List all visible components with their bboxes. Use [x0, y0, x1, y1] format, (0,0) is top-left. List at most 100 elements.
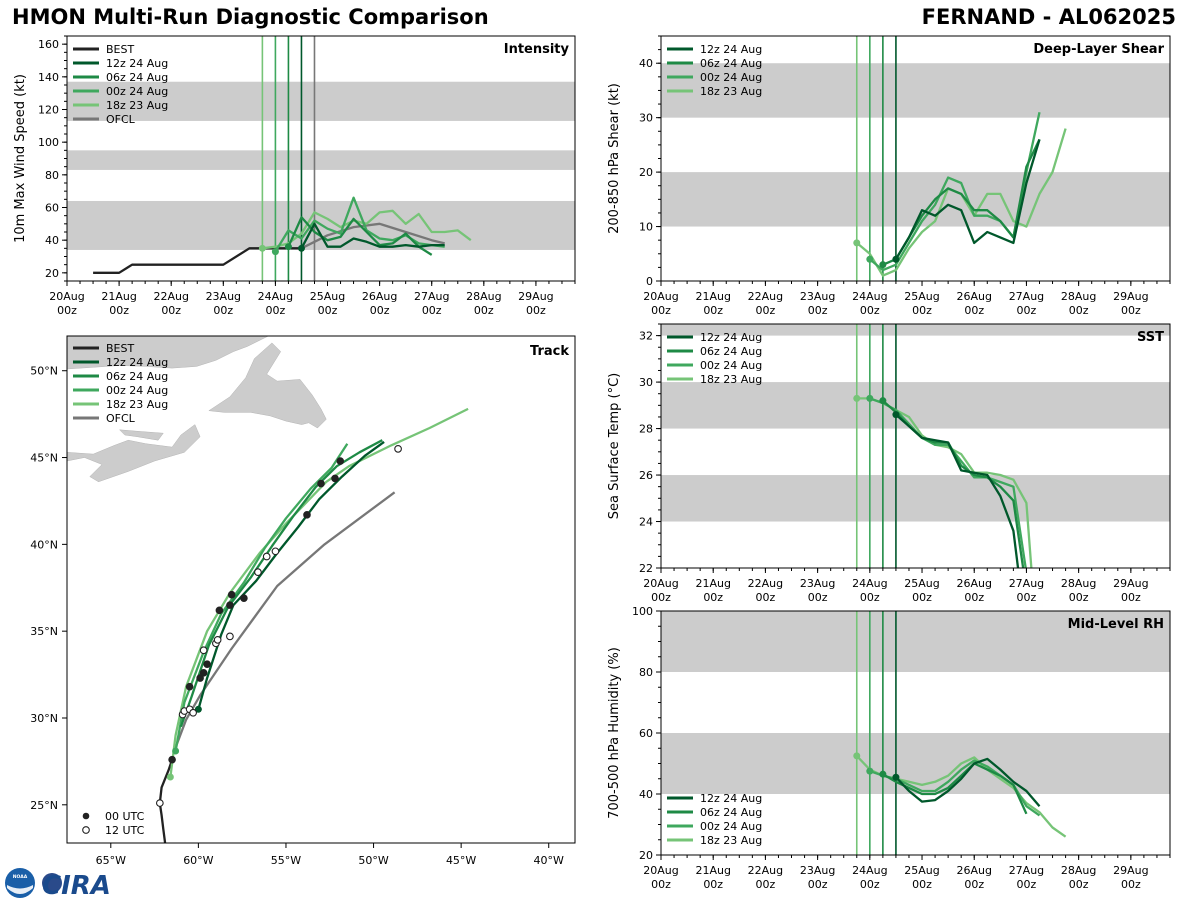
x-tick-label-hour: 00z [860, 878, 880, 891]
legend-label-18z-23-aug: 18z 23 Aug [700, 834, 762, 847]
x-tick-label-hour: 00z [474, 304, 494, 317]
x-tick-label-day: 22Aug [748, 290, 783, 303]
legend-label-18z-23-aug: 18z 23 Aug [106, 99, 168, 112]
track-point-00utc [168, 755, 176, 764]
shaded-band [661, 324, 1170, 336]
shaded-band [661, 172, 1170, 227]
legend-label-00z-24-aug: 00z 24 Aug [106, 384, 168, 397]
series-line-12z-24-aug [895, 757, 1041, 807]
track-point-00utc [215, 606, 224, 615]
x-tick-label-hour: 00z [1121, 878, 1141, 891]
x-tick-label-hour: 00z [860, 591, 880, 604]
track-point-12utc [199, 646, 208, 655]
x-tick-label-hour: 00z [912, 304, 932, 317]
x-tick-label-hour: 00z [526, 304, 546, 317]
track-point-00utc [240, 594, 248, 602]
x-tick-label-hour: 00z [57, 304, 77, 317]
x-tick-label: 60°W [183, 854, 213, 867]
series-start-point-18z-23-aug [258, 244, 266, 252]
x-tick-label-hour: 00z [213, 304, 233, 317]
y-tick-label: 50°N [30, 365, 58, 378]
legend-label-00z-24-aug: 00z 24 Aug [106, 85, 168, 98]
land-shape [118, 429, 164, 441]
land-shape [67, 336, 269, 370]
x-tick-label-day: 21Aug [695, 864, 730, 877]
y-axis-label: 10m Max Wind Speed (kt) [13, 74, 28, 243]
y-tick-label: 100 [38, 136, 59, 149]
series-start-point-06z-24-aug [879, 261, 887, 269]
y-tick-label: 80 [45, 169, 59, 182]
y-tick-label: 25°N [30, 799, 58, 812]
y-tick-label: 20 [639, 166, 653, 179]
cira-globe-icon [42, 873, 62, 893]
y-axis-label: 200-850 hPa Shear (kt) [607, 83, 622, 234]
x-tick-label-hour: 00z [1121, 591, 1141, 604]
panel-label: Mid-Level RH [1068, 617, 1164, 632]
x-tick-label-day: 26Aug [956, 577, 991, 590]
legend-label-ofcl: OFCL [106, 412, 136, 425]
x-tick-label-hour: 00z [756, 304, 776, 317]
x-tick-label-day: 25Aug [904, 577, 939, 590]
x-tick-label-day: 27Aug [1009, 577, 1044, 590]
track-point-12utc [213, 636, 222, 644]
x-tick-label-hour: 00z [651, 591, 671, 604]
x-tick-label-hour: 00z [912, 878, 932, 891]
x-tick-label-hour: 00z [756, 878, 776, 891]
cira-logo-text: CIRA [42, 871, 111, 901]
x-tick-label-day: 28Aug [1061, 577, 1096, 590]
track-line-00z-24-aug [174, 443, 349, 752]
y-tick-label: 0 [646, 275, 653, 288]
legend-label-18z-23-aug: 18z 23 Aug [106, 398, 168, 411]
y-axis-label: Sea Surface Temp (°C) [607, 373, 622, 520]
x-tick-label-day: 26Aug [956, 290, 991, 303]
legend-label-06z-24-aug: 06z 24 Aug [700, 345, 762, 358]
map-area [67, 336, 469, 843]
legend-label-best: BEST [106, 43, 134, 56]
plot-area [661, 36, 1170, 281]
track-point-00utc [199, 669, 208, 677]
x-tick-label-day: 20Aug [643, 577, 678, 590]
track-point-00utc [317, 479, 325, 488]
x-tick-label-hour: 00z [318, 304, 338, 317]
track-line-ofcl [174, 491, 396, 748]
x-tick-label-hour: 00z [1017, 878, 1037, 891]
x-tick-label-hour: 00z [808, 591, 828, 604]
x-tick-label-hour: 00z [703, 878, 723, 891]
cira-logo: NOAA CIRA [5, 868, 111, 901]
y-tick-label: 140 [38, 71, 59, 84]
x-tick-label-day: 24Aug [852, 290, 887, 303]
y-tick-label: 45°N [30, 452, 58, 465]
shaded-band [661, 382, 1170, 429]
panel-label: Intensity [504, 42, 570, 57]
y-tick-label: 30°N [30, 712, 58, 725]
legend-label-12z-24-aug: 12z 24 Aug [106, 57, 168, 70]
x-tick-label-day: 29Aug [518, 290, 553, 303]
x-tick-label-hour: 00z [860, 304, 880, 317]
shaded-band [661, 63, 1170, 118]
x-tick-label-day: 25Aug [310, 290, 345, 303]
plot-area [661, 611, 1170, 855]
x-tick-label: 65°W [96, 854, 126, 867]
y-tick-label: 28 [639, 423, 653, 436]
track-point-00utc [226, 601, 234, 609]
y-tick-label: 40 [639, 788, 653, 801]
x-tick-label-day: 29Aug [1113, 864, 1148, 877]
x-tick-label-hour: 00z [964, 878, 984, 891]
x-tick-label-day: 28Aug [466, 290, 501, 303]
x-tick-label-hour: 00z [964, 591, 984, 604]
x-tick-label-hour: 00z [808, 878, 828, 891]
panel-label: SST [1137, 330, 1164, 345]
series-start-point-18z-23-aug [853, 752, 861, 760]
x-tick-label: 40°W [534, 854, 564, 867]
panel-label: Track [530, 344, 569, 359]
axes-frame [660, 323, 1171, 569]
series-start-point-00z-24-aug [866, 394, 874, 402]
legend-label-12z-24-aug: 12z 24 Aug [106, 356, 168, 369]
x-tick-label-day: 22Aug [153, 290, 188, 303]
marker-legend-12utc-icon [82, 826, 90, 834]
x-tick-label-day: 27Aug [1009, 290, 1044, 303]
